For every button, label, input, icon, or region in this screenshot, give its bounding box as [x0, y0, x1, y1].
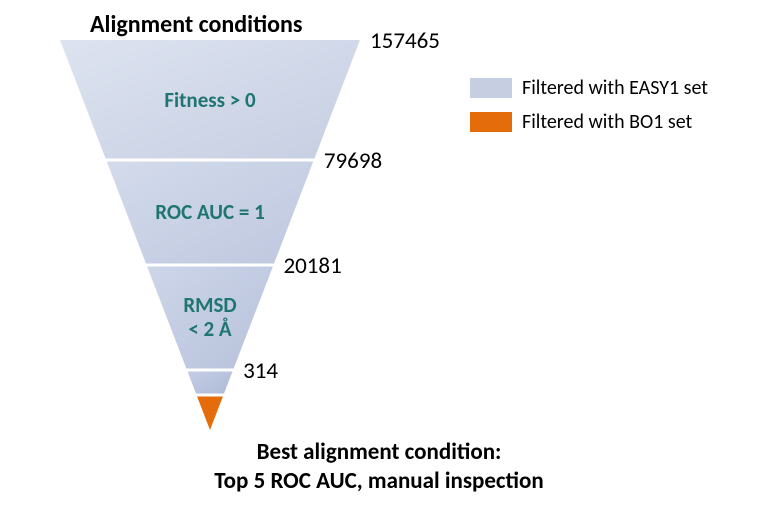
legend-swatch-0	[470, 78, 512, 98]
count-label-2: 20181	[283, 252, 341, 280]
stage-label-0: Fitness > 0	[110, 88, 310, 112]
funnel-stage-3	[187, 370, 233, 395]
funnel-tip	[197, 395, 224, 430]
legend-label-1: Filtered with BO1 set	[522, 110, 692, 134]
diagram-canvas: Alignment conditions Fitness > 0 ROC AUC …	[0, 0, 758, 513]
diagram-title: Alignment conditions	[90, 10, 302, 39]
stage-label-1: ROC AUC = 1	[110, 200, 310, 224]
bottom-caption: Best alignment condition: Top 5 ROC AUC,…	[0, 438, 758, 496]
count-label-1: 79698	[324, 147, 382, 175]
count-label-3: 314	[243, 357, 278, 385]
legend-label-0: Filtered with EASY1 set	[522, 76, 708, 100]
count-label-0: 157465	[370, 27, 440, 55]
bottom-line-2: Top 5 ROC AUC, manual inspection	[214, 467, 543, 495]
bottom-line-1: Best alignment condition:	[257, 438, 502, 466]
legend-swatch-1	[470, 112, 512, 132]
stage-label-2: RMSD < 2 Å	[110, 293, 310, 341]
